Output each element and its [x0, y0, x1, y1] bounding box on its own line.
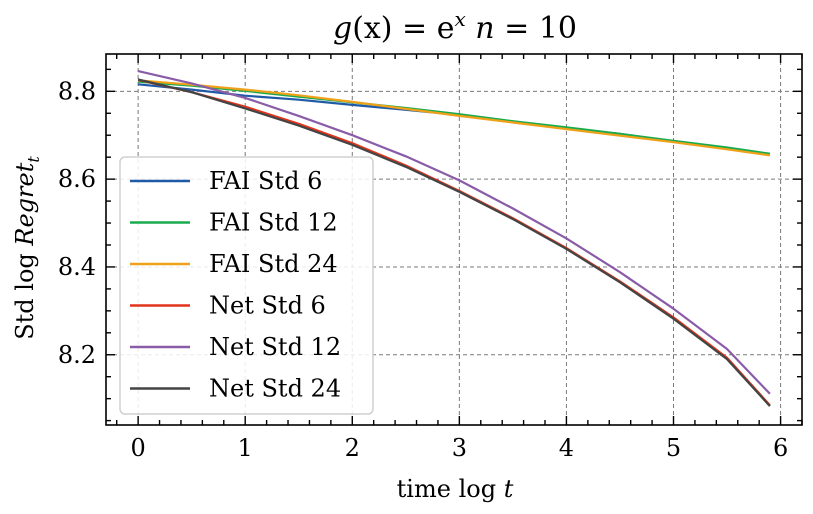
x-tick-label-5: 5: [666, 434, 681, 462]
tick-labels: 0 1 2 3 4 5 6 8.2 8.4 8.6 8.8: [58, 77, 788, 462]
plot-frame: [105, 53, 803, 426]
legend-label-4: Net Std 12: [209, 333, 341, 361]
series-layer: [137, 70, 771, 407]
y-tick-label-3: 8.8: [58, 77, 96, 105]
x-tick-label-0: 0: [130, 434, 145, 462]
legend-label-1: FAI Std 12: [209, 209, 338, 237]
x-tick-label-2: 2: [345, 434, 360, 462]
x-tick-label-6: 6: [773, 434, 788, 462]
x-tick-label-3: 3: [452, 434, 467, 462]
series-line-1: [138, 80, 771, 155]
legend-label-2: FAI Std 24: [209, 250, 338, 278]
series-line-2: [138, 79, 771, 157]
legend-label-5: Net Std 24: [209, 375, 341, 403]
legend-label-0: FAI Std 6: [209, 167, 322, 195]
y-tick-label-1: 8.4: [58, 253, 96, 281]
x-tick-label-1: 1: [238, 434, 253, 462]
x-axis-label: time log t: [397, 475, 514, 503]
x-tick-label-4: 4: [559, 434, 574, 462]
y-tick-label-2: 8.6: [58, 165, 96, 193]
series-line-4: [137, 70, 771, 395]
ticks: [106, 54, 803, 425]
legend: FAI Std 6 FAI Std 12 FAI Std 24 Net Std 6 Ne…: [119, 156, 374, 415]
legend-box: [119, 156, 374, 415]
y-axis-label: Std log Regrett: [11, 156, 43, 340]
legend-label-3: Net Std 6: [209, 292, 326, 320]
y-tick-label-0: 8.2: [58, 341, 96, 369]
series-line-5: [137, 78, 771, 407]
chart-title: g(x) = ex n = 10: [333, 7, 577, 46]
